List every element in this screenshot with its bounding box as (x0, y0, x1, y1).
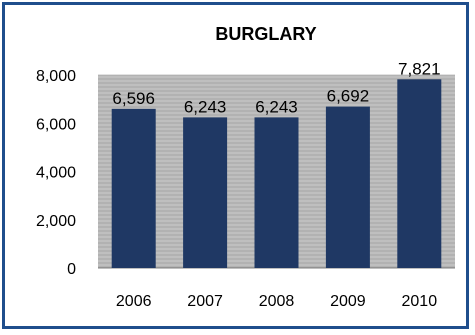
data-label-2010: 7,821 (398, 59, 441, 78)
bar-2006 (111, 108, 156, 269)
x-tick-label: 2008 (259, 293, 295, 310)
bar-2008 (254, 117, 299, 268)
data-label-2007: 6,243 (184, 97, 227, 116)
x-tick-label: 2009 (330, 293, 366, 310)
y-tick-label: 6,000 (36, 116, 76, 133)
y-tick-label: 8,000 (36, 68, 76, 85)
bars (111, 79, 442, 269)
bar-2007 (183, 117, 228, 268)
x-axis-ticks: 2006 2007 2008 2009 2010 (116, 293, 437, 310)
x-tick-label: 2007 (187, 293, 223, 310)
x-tick-label: 2010 (402, 293, 438, 310)
bar-2009 (325, 106, 370, 268)
chart-title: BURGLARY (215, 24, 316, 44)
y-tick-label: 4,000 (36, 165, 76, 182)
data-label-2009: 6,692 (327, 87, 370, 106)
y-axis-ticks: 0 2,000 4,000 6,000 8,000 (36, 68, 76, 278)
y-tick-label: 2,000 (36, 213, 76, 230)
x-tick-label: 2006 (116, 293, 152, 310)
y-tick-label: 0 (67, 261, 76, 278)
data-label-2006: 6,596 (112, 89, 155, 108)
bar-2010 (397, 79, 442, 268)
data-labels: 6,596 6,243 6,243 6,692 7,821 (112, 59, 440, 116)
data-label-2008: 6,243 (255, 97, 298, 116)
